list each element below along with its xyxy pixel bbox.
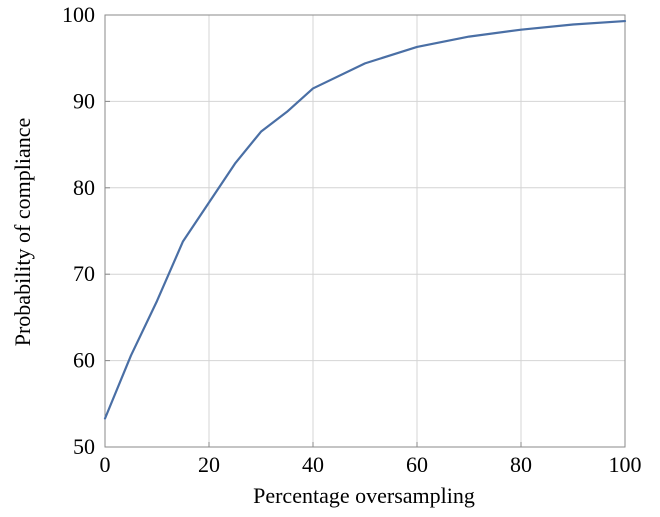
x-tick-label: 0 [100, 452, 111, 477]
series-line [103, 19, 627, 420]
y-tick-label: 100 [62, 2, 95, 27]
x-axis-title: Percentage oversampling [253, 483, 475, 508]
y-axis-title: Probability of compliance [10, 118, 35, 347]
x-tick-label: 40 [302, 452, 324, 477]
x-tick-label: 20 [198, 452, 220, 477]
series-layer [103, 19, 627, 420]
y-tick-label: 50 [73, 434, 95, 459]
x-tick-label: 60 [406, 452, 428, 477]
plot-border [104, 14, 626, 448]
grid-layer [105, 15, 625, 447]
x-tick-label: 80 [510, 452, 532, 477]
plot-frame [104, 14, 626, 448]
y-tick-label: 70 [73, 261, 95, 286]
y-axis-ticks: 50 60 70 80 90 100 [62, 2, 110, 459]
y-tick-label: 90 [73, 88, 95, 113]
y-tick-label: 80 [73, 175, 95, 200]
y-tick-label: 60 [73, 348, 95, 373]
x-axis-ticks: 0 20 40 60 80 100 [100, 442, 642, 477]
x-tick-label: 100 [609, 452, 642, 477]
